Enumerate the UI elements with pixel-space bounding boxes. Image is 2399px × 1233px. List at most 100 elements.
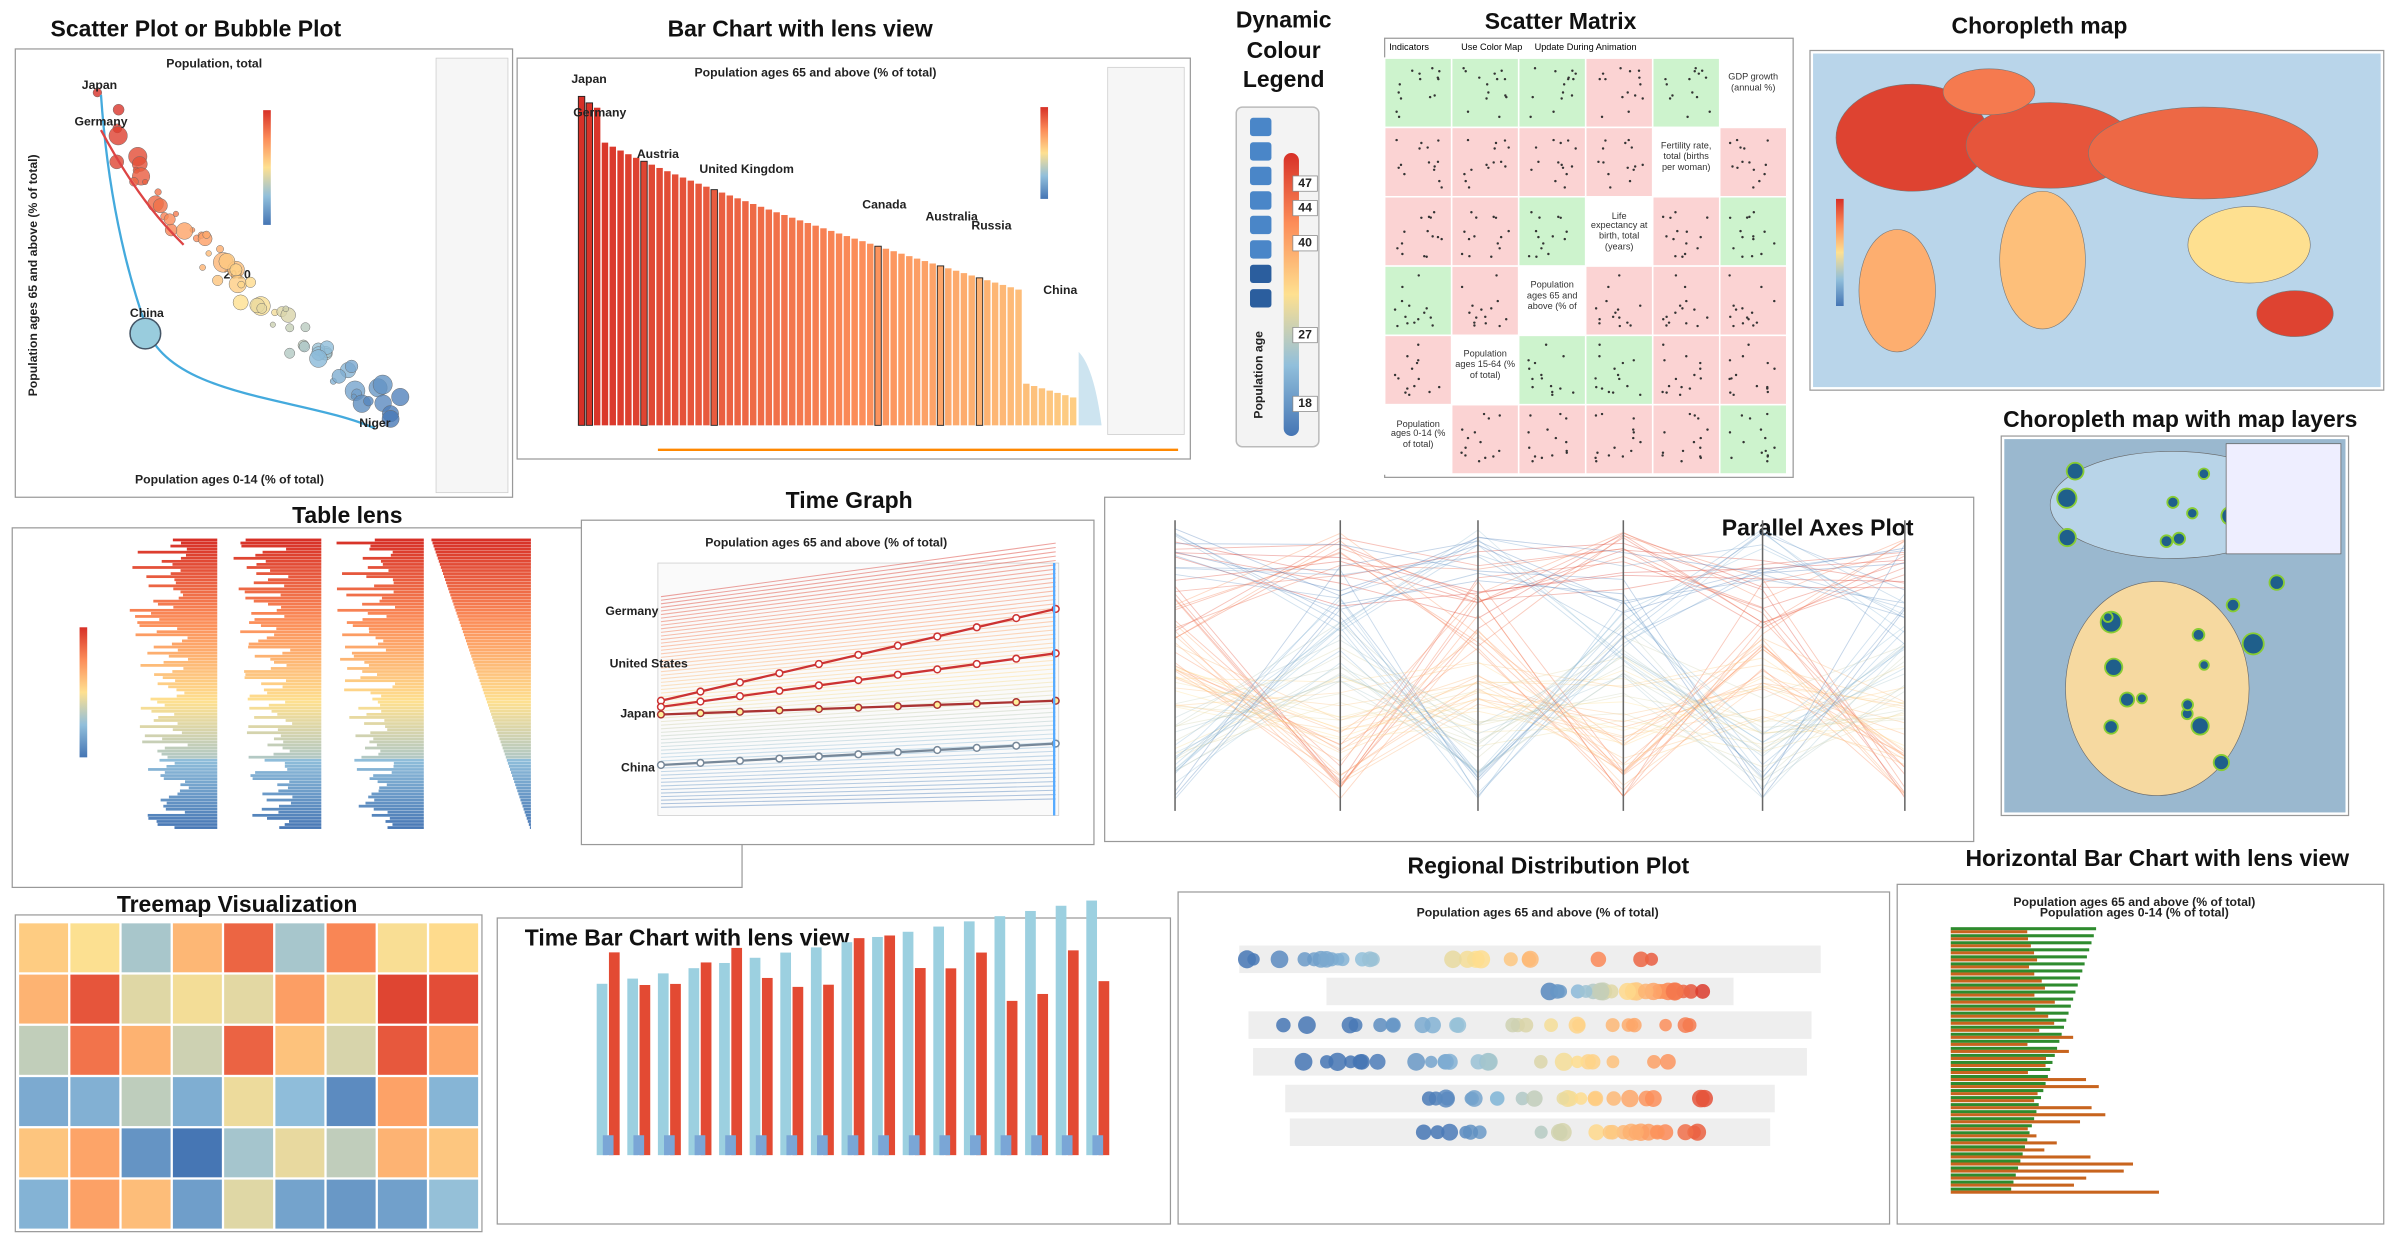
dot [1428, 95, 1432, 99]
dot [1699, 455, 1702, 458]
panel-title: Time Bar Chart with lens view [525, 924, 850, 950]
lens-bar [278, 789, 322, 793]
lens-bar [160, 774, 218, 777]
lens-bar [173, 605, 218, 609]
dot [1699, 361, 1702, 365]
dot [1503, 77, 1507, 81]
dot [1732, 247, 1735, 250]
dot [1540, 456, 1544, 460]
matrix-cell [1718, 403, 1788, 475]
dot [1396, 324, 1399, 328]
dot [1618, 324, 1622, 328]
pie [2166, 495, 2180, 509]
treemap-cell [222, 1126, 275, 1179]
lens-bar [153, 599, 218, 603]
lens-bar [439, 563, 531, 566]
lens-bar [369, 630, 424, 634]
hbar-b [1950, 1092, 2038, 1096]
lens-bar [340, 657, 424, 661]
lens-bar [274, 633, 322, 637]
lens-bar [174, 761, 218, 765]
lens-bar [139, 624, 218, 627]
dot [1741, 307, 1744, 310]
lens-bar [342, 572, 424, 575]
lens-bar [528, 823, 531, 826]
lens-bar [495, 725, 531, 728]
dot [1764, 163, 1768, 167]
dot [1732, 393, 1735, 397]
lens-bar [135, 633, 218, 637]
lens-bar [379, 786, 424, 790]
dot [1428, 390, 1431, 394]
treemap-cell [222, 973, 275, 1026]
label: 40 [1298, 236, 1312, 250]
lens-bar [380, 749, 424, 753]
bubble [391, 388, 410, 406]
lens-bar [511, 771, 531, 774]
point [854, 750, 863, 759]
pie [2268, 574, 2285, 591]
lens-bar [181, 731, 218, 735]
panel-title: Treemap Visualization [117, 891, 358, 917]
lens-bar [337, 608, 424, 612]
treemap-cell [325, 1075, 378, 1128]
bar-c [725, 1135, 736, 1156]
label: Canada [862, 197, 906, 211]
dot [1685, 299, 1688, 303]
lens-bar [161, 559, 218, 563]
hbar-a [1950, 1152, 2023, 1156]
pie [2181, 698, 2194, 712]
point [854, 703, 863, 712]
bar [936, 265, 945, 426]
bar [632, 157, 640, 426]
bar [913, 258, 921, 426]
dot [1624, 141, 1627, 145]
dot [1728, 359, 1732, 362]
lens-bar [386, 615, 424, 618]
dot [1404, 391, 1407, 394]
pie [2190, 716, 2210, 736]
matrix-cell [1517, 126, 1587, 198]
poly-line [1174, 580, 1906, 799]
bar [671, 174, 679, 426]
dot [1537, 160, 1540, 164]
dot [1482, 412, 1486, 416]
lens-bar [526, 817, 531, 820]
lens-bar [183, 667, 218, 670]
region-point [1572, 1018, 1586, 1032]
dot [1661, 451, 1665, 454]
region-point [1430, 1125, 1445, 1140]
poly-line [1174, 630, 1906, 800]
dot [1661, 454, 1664, 457]
dot [1437, 139, 1440, 142]
dot [1764, 436, 1767, 440]
dot [1609, 186, 1612, 189]
icon [1250, 215, 1272, 235]
dot [1561, 91, 1565, 94]
pie [2225, 597, 2241, 613]
dot [1662, 343, 1665, 346]
bar [664, 171, 671, 426]
bar [991, 282, 999, 426]
point [696, 697, 705, 706]
series-line [660, 720, 1056, 744]
series-line [660, 598, 1056, 644]
bar-a [902, 931, 914, 1156]
lens-bar [188, 786, 218, 790]
lens-bar [349, 716, 424, 719]
tick-box [1292, 395, 1318, 412]
lens-bar [162, 737, 218, 741]
dot [1487, 166, 1490, 170]
lens-bar [437, 556, 531, 560]
series-line [660, 776, 1056, 791]
lens-bar [140, 706, 218, 710]
poly-line [1174, 698, 1906, 765]
region-point [1606, 1091, 1621, 1106]
dot [1397, 115, 1401, 119]
lens-bar [158, 716, 218, 719]
lens-bar [497, 731, 531, 735]
dot [1626, 321, 1629, 324]
dot [1460, 285, 1464, 289]
bar [703, 186, 710, 426]
lens-bar [521, 801, 531, 805]
